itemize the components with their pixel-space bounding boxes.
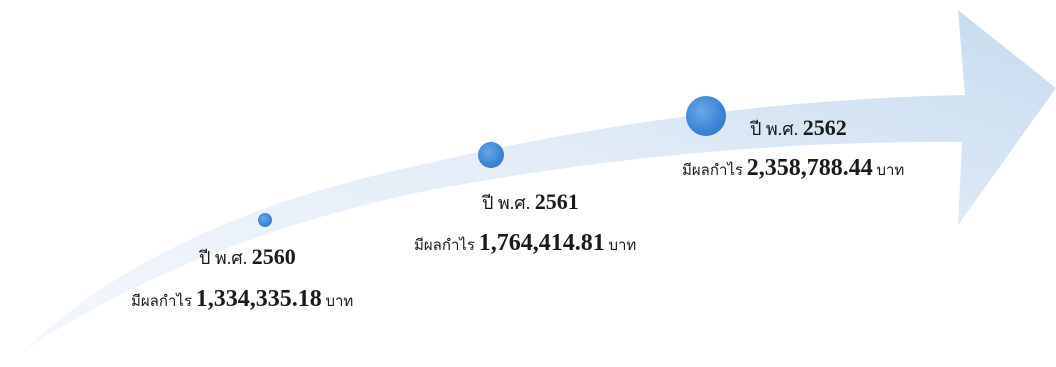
milestone-year-2562: ปี พ.ศ. 2562 [750, 117, 847, 139]
profit-amount: 1,764,414.81 [478, 230, 605, 256]
year-prefix: ปี พ.ศ. [199, 248, 248, 268]
profit-amount: 1,334,335.18 [195, 286, 322, 312]
currency-unit: บาท [876, 163, 905, 179]
year-value: 2562 [802, 115, 847, 140]
currency-unit: บาท [608, 238, 637, 254]
year-prefix: ปี พ.ศ. [750, 119, 799, 139]
year-prefix: ปี พ.ศ. [482, 193, 531, 213]
year-value: 2560 [251, 244, 296, 269]
milestone-profit-2560: มีผลกำไร 1,334,335.18 บาท [131, 287, 353, 311]
milestone-dot-2560 [258, 213, 272, 227]
milestone-year-2561: ปี พ.ศ. 2561 [482, 191, 579, 213]
milestone-year-2560: ปี พ.ศ. 2560 [199, 246, 296, 268]
milestone-profit-2562: มีผลกำไร 2,358,788.44 บาท [682, 156, 904, 180]
currency-unit: บาท [325, 294, 354, 310]
profit-prefix: มีผลกำไร [131, 294, 192, 310]
milestone-dot-2562 [686, 96, 726, 136]
year-value: 2561 [534, 189, 579, 214]
milestone-profit-2561: มีผลกำไร 1,764,414.81 บาท [414, 231, 636, 255]
profit-amount: 2,358,788.44 [746, 155, 873, 181]
profit-prefix: มีผลกำไร [682, 163, 743, 179]
profit-prefix: มีผลกำไร [414, 238, 475, 254]
milestone-dot-2561 [478, 142, 504, 168]
